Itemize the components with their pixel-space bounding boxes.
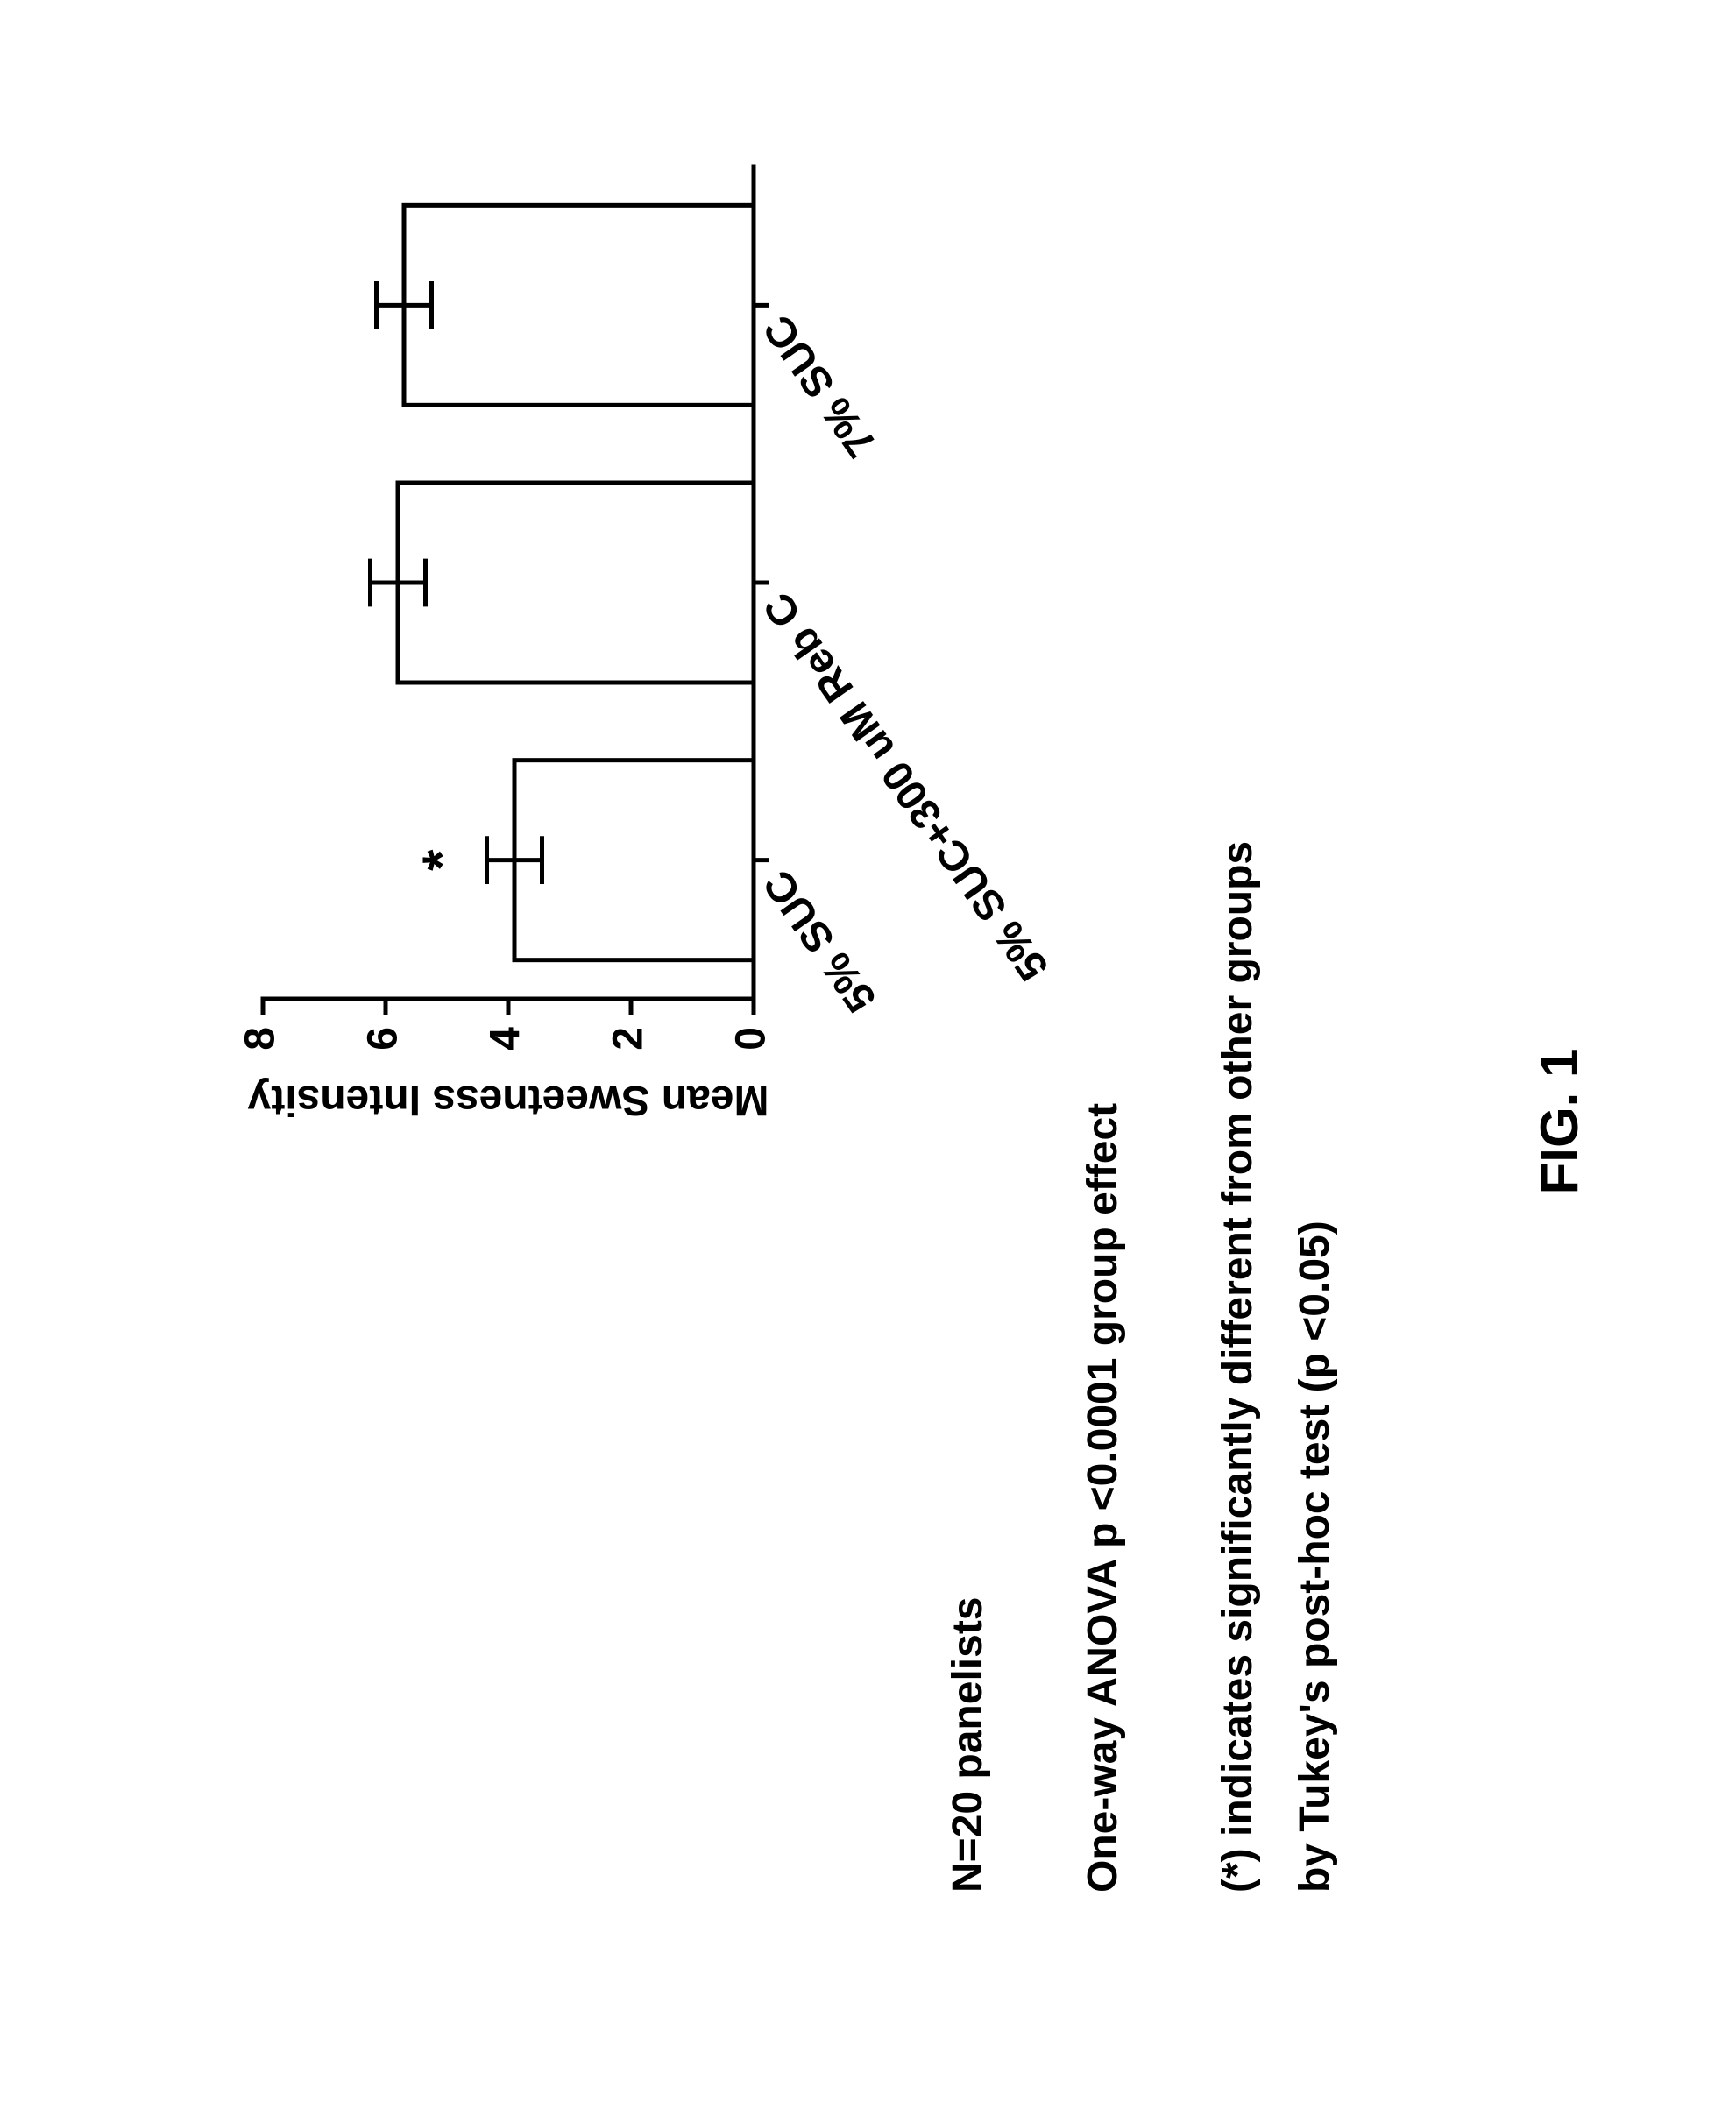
- bar: [514, 761, 754, 960]
- annotation-line: One-way ANOVA p <0.0001 group effect: [1080, 1103, 1126, 1893]
- significance-marker: *: [413, 849, 473, 871]
- bar: [398, 483, 754, 683]
- figure-stage: 02468Mean Sweetness Intensity*5% SUC5% S…: [0, 0, 1736, 2123]
- ytick-label: 6: [360, 1027, 407, 1051]
- annotation-line: (*) indicates significantly different fr…: [1215, 841, 1261, 1893]
- ytick-label: 0: [728, 1027, 775, 1051]
- ytick-label: 2: [606, 1027, 652, 1051]
- annotation-line: by Tukey's post-hoc test (p <0.05): [1292, 1221, 1338, 1893]
- figure-label: FIG. 1: [1530, 1049, 1589, 1195]
- y-axis-label: Mean Sweetness Intensity: [247, 1077, 769, 1123]
- figure-label-group: FIG. 1: [1530, 1049, 1589, 1195]
- annotation-line: N=20 panelists: [945, 1597, 991, 1893]
- ytick-label: 8: [237, 1027, 284, 1051]
- bar: [404, 205, 754, 405]
- figure-svg: 02468Mean Sweetness Intensity*5% SUC5% S…: [0, 0, 1736, 2123]
- ytick-label: 4: [483, 1027, 529, 1051]
